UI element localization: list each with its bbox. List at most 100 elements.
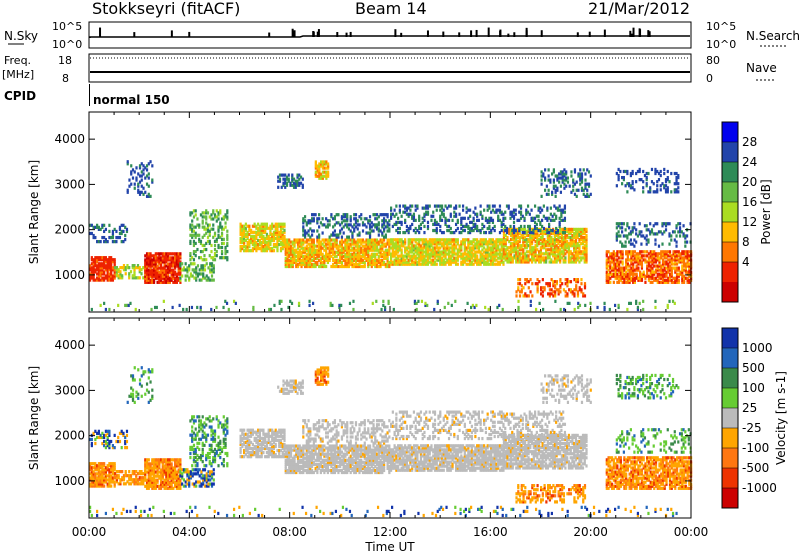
power-cell [548,189,550,192]
freq-panel: Freq. [MHz] 18 8 80 0 Nave [2,54,777,85]
power-cell [124,238,126,241]
power-cell [163,300,165,303]
power-cell [416,205,418,208]
power-cell [572,178,574,181]
power-cell [132,176,134,179]
power-cell [621,226,623,229]
power-cell [663,172,665,175]
power-cell [564,231,566,234]
power-cell [350,215,352,218]
power-cell [670,190,672,193]
nsky-tick-top: 10^5 [52,20,82,33]
power-cell [130,183,132,186]
power-cell [635,228,637,231]
power-cell [543,205,545,208]
power-cell [385,233,387,236]
power-cell [124,234,126,237]
power-cell [413,213,415,216]
power-cell [654,300,656,303]
power-cell [217,217,219,220]
power-cell [448,219,450,222]
power-cell [476,213,478,216]
power-cell [209,240,211,243]
power-cell [663,168,665,171]
power-cell [433,308,435,311]
power-cell [618,174,620,177]
power-cell [196,248,198,251]
power-cell [105,308,107,311]
power-cell [189,252,191,255]
power-cell [476,255,478,258]
power-cell [302,178,304,181]
power-cell [513,221,515,224]
power-cell [378,221,380,224]
power-cell [212,209,214,212]
power-cell [633,222,635,225]
power-cell [146,168,148,171]
power-cell [548,193,550,196]
power-cell [619,170,621,173]
power-cell [653,182,655,185]
power-cell [488,225,490,228]
power-cell [538,280,540,283]
power-cell [564,256,566,259]
power-cell [455,205,457,208]
power-cell [519,294,521,297]
power-cell [288,178,290,181]
power-cell [451,219,453,222]
power-cell [193,262,195,265]
power-cell [646,182,648,185]
power-cell [675,240,677,243]
power-cell [411,205,413,208]
power-cell [273,249,275,252]
power-cell [273,304,275,307]
nsky-tick-bottom: 10^0 [52,38,82,51]
power-cell [360,213,362,216]
power-cell [635,300,637,303]
power-cell [248,225,250,228]
power-cell [107,240,109,243]
nave-tick-top: 80 [706,54,720,67]
power-cell [589,302,591,305]
power-cell [480,211,482,214]
power-cell [224,221,226,224]
power-cell [144,191,146,194]
power-cell [211,274,213,277]
power-cell [483,209,485,212]
power-cell [343,231,345,234]
power-cell [523,231,525,234]
power-cell [198,224,200,227]
power-cell [142,187,144,190]
power-cell [622,250,624,253]
power-cell [372,302,374,305]
power-cell [523,217,525,220]
power-cell [213,264,215,267]
power-cell [630,238,632,241]
power-cell [574,168,576,171]
power-cell [476,225,478,228]
power-cell [647,172,649,175]
power-cell [308,300,310,303]
power-cell [401,221,403,224]
power-cell [567,181,569,184]
power-cell [462,205,464,208]
power-cell [542,172,544,175]
power-cell [626,222,628,225]
power-cell [458,205,460,208]
power-cell [130,164,132,167]
power-cell [355,213,357,216]
power-cell [590,193,592,196]
power-cell [313,217,315,220]
power-cell [527,205,529,208]
power-cell [660,188,662,191]
power-cell [341,235,343,238]
power-cell [649,222,651,225]
power-cell [543,227,545,230]
power-cell [202,219,204,222]
power-cell [280,308,282,311]
power-cell [337,213,339,216]
power-cell [588,183,590,186]
freq-label: Freq. [4,54,31,67]
power-cell [686,234,688,237]
